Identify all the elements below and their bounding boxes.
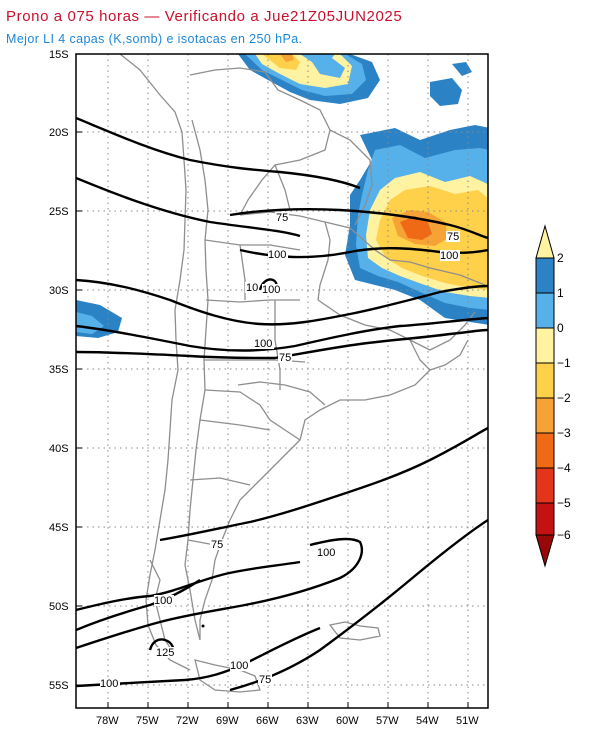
colorbar-swatch: [535, 257, 555, 294]
contour-label: 100: [254, 338, 272, 350]
colorbar-bottom-arrow: [535, 534, 555, 568]
map-title: Prono a 075 horas — Verificando a Jue21Z…: [6, 8, 403, 25]
lat-label: 50S: [49, 601, 69, 613]
lon-label: 69W: [216, 715, 239, 727]
colorbar-label: −6: [557, 528, 571, 542]
lat-label: 35S: [49, 364, 69, 376]
contour-label: 10: [246, 282, 258, 294]
contour-label: 100: [154, 595, 172, 607]
coastlines-borders: [119, 54, 486, 693]
colorbar-swatch: [535, 362, 555, 399]
contour-label: 75: [276, 212, 288, 224]
contour-label: 125: [156, 647, 174, 659]
contour-labels: 75 100 75 100 10 100 100 75 75 100 100 1…: [100, 212, 460, 690]
colorbar-swatch: [535, 292, 555, 329]
colorbar-label: −4: [557, 461, 571, 475]
contour-label: 75: [279, 352, 291, 364]
colorbar-label: −3: [557, 426, 571, 440]
lat-label: 20S: [49, 127, 69, 139]
colorbar: 2 1 0 −1 −2 −3 −4 −5 −6: [535, 224, 571, 568]
colorbar-label: 2: [557, 251, 564, 265]
lon-label: 75W: [136, 715, 159, 727]
lat-label: 55S: [49, 680, 69, 692]
lat-label: 45S: [49, 522, 69, 534]
colorbar-label: 0: [557, 321, 564, 335]
contour-label: 100: [268, 249, 286, 261]
contour-label: 100: [440, 250, 458, 262]
lon-label: 54W: [416, 715, 439, 727]
colorbar-label: 1: [557, 286, 564, 300]
map-content: 75 100 75 100 10 100 100 75 75 100 100 1…: [76, 54, 488, 708]
latitude-labels: 15S 20S 25S 30S 35S 40S 45S 50S 55S: [49, 49, 69, 692]
li-shading-northeast: [345, 125, 488, 325]
map-dot: [201, 624, 205, 628]
contour-label: 75: [447, 231, 459, 243]
contour-label: 75: [259, 674, 271, 686]
lon-label: 63W: [296, 715, 319, 727]
isotach-contours: [76, 116, 488, 692]
axis-ticks: [76, 53, 469, 708]
contour-label: 100: [100, 678, 118, 690]
colorbar-label: −1: [557, 356, 571, 370]
contour-label: 100: [317, 547, 335, 559]
lon-label: 66W: [256, 715, 279, 727]
lon-label: 72W: [176, 715, 199, 727]
colorbar-label: −2: [557, 391, 571, 405]
colorbar-swatch: [535, 327, 555, 364]
lon-label: 57W: [376, 715, 399, 727]
colorbar-label: −5: [557, 496, 571, 510]
contour-label: 100: [262, 284, 280, 296]
map-subtitle: Mejor LI 4 capas (K,somb) e isotacas en …: [6, 32, 303, 46]
lon-label: 60W: [336, 715, 359, 727]
map-frame: [75, 53, 489, 709]
colorbar-swatch: [535, 502, 555, 536]
longitude-labels: 78W 75W 72W 69W 66W 63W 60W 57W 54W 51W: [96, 715, 479, 727]
lat-label: 40S: [49, 443, 69, 455]
colorbar-swatch: [535, 432, 555, 469]
contour-label: 75: [211, 539, 223, 551]
lon-label: 51W: [456, 715, 479, 727]
colorbar-swatch: [535, 397, 555, 434]
colorbar-swatch: [535, 467, 555, 504]
li-shading-north: [238, 54, 472, 106]
lat-label: 15S: [49, 49, 69, 61]
contour-label: 100: [230, 660, 248, 672]
lat-label: 30S: [49, 285, 69, 297]
colorbar-top-arrow: [535, 224, 555, 259]
lon-label: 78W: [96, 715, 119, 727]
lat-label: 25S: [49, 206, 69, 218]
